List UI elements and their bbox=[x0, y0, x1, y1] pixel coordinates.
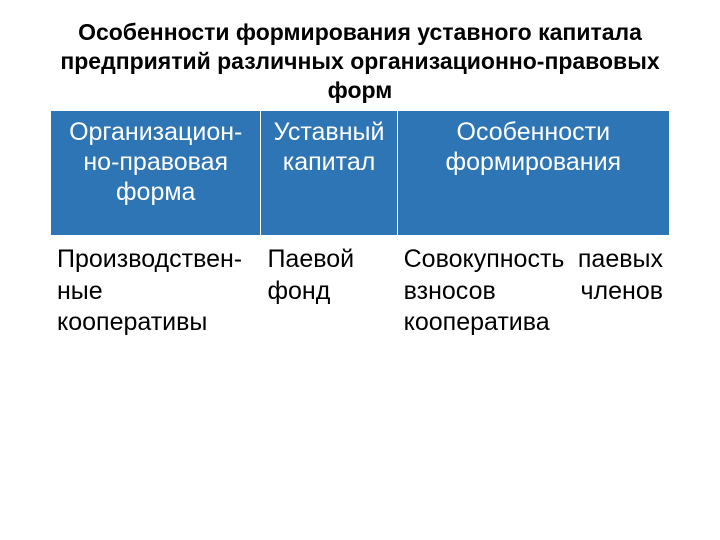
slide-title: Особенности формирования уставного капит… bbox=[50, 18, 670, 104]
col-header-form: Организацион-но-правовая форма bbox=[51, 111, 261, 236]
cell-capital: Паевой фонд bbox=[261, 236, 397, 399]
table-header-row: Организацион-но-правовая форма Уставный … bbox=[51, 111, 670, 236]
col-header-features: Особенности формирования bbox=[397, 111, 669, 236]
cell-features: Совокупность паевых взносов членов коопе… bbox=[397, 236, 669, 399]
cell-form: Производствен-ные кооперативы bbox=[51, 236, 261, 399]
table-row: Производствен-ные кооперативы Паевой фон… bbox=[51, 236, 670, 399]
col-header-capital: Уставный капитал bbox=[261, 111, 397, 236]
capital-table: Организацион-но-правовая форма Уставный … bbox=[50, 110, 670, 399]
